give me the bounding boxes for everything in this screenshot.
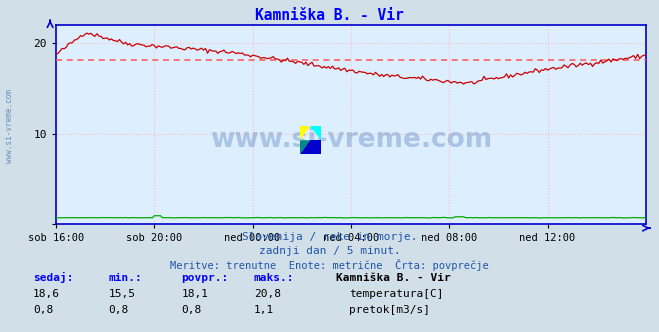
Text: 1,1: 1,1 [254,305,274,315]
Text: min.:: min.: [109,273,142,283]
Text: temperatura[C]: temperatura[C] [349,289,444,299]
Text: pretok[m3/s]: pretok[m3/s] [349,305,430,315]
Polygon shape [300,140,310,154]
Text: maks.:: maks.: [254,273,294,283]
Text: 0,8: 0,8 [109,305,129,315]
Text: 0,8: 0,8 [33,305,53,315]
Text: 0,8: 0,8 [181,305,202,315]
Polygon shape [300,140,321,154]
Polygon shape [300,126,310,140]
Text: Slovenija / reke in morje.: Slovenija / reke in morje. [242,232,417,242]
Text: povpr.:: povpr.: [181,273,229,283]
Text: sedaj:: sedaj: [33,272,73,283]
Text: 15,5: 15,5 [109,289,136,299]
Text: www.si-vreme.com: www.si-vreme.com [210,127,492,153]
Text: Kamniška B. - Vir: Kamniška B. - Vir [336,273,451,283]
Polygon shape [310,126,321,140]
Text: Meritve: trenutne  Enote: metrične  Črta: povprečje: Meritve: trenutne Enote: metrične Črta: … [170,259,489,271]
Text: Kamniška B. - Vir: Kamniška B. - Vir [255,8,404,23]
Text: 18,1: 18,1 [181,289,208,299]
Text: zadnji dan / 5 minut.: zadnji dan / 5 minut. [258,246,401,256]
Text: www.si-vreme.com: www.si-vreme.com [5,89,14,163]
Text: 18,6: 18,6 [33,289,60,299]
Text: 20,8: 20,8 [254,289,281,299]
